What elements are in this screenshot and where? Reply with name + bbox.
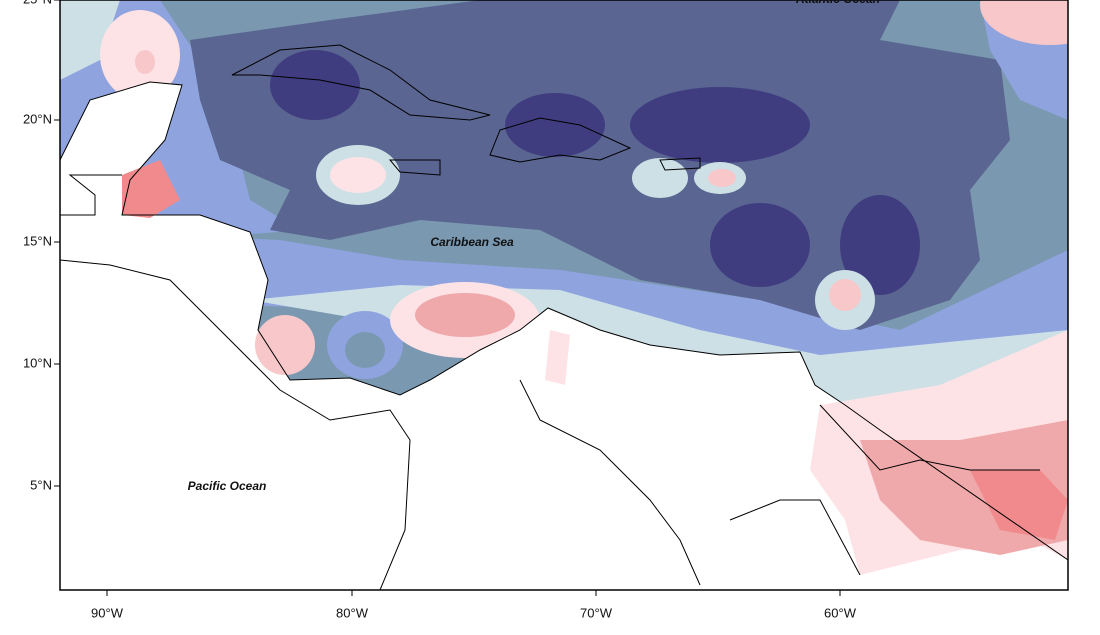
contour	[980, 0, 1068, 45]
contour	[505, 93, 605, 157]
contour	[345, 332, 385, 368]
place-label: Pacific Ocean	[188, 479, 267, 493]
x-tick-label: 80°W	[336, 605, 369, 620]
x-tick-label: 70°W	[580, 605, 613, 620]
contour	[710, 203, 810, 287]
contour	[415, 293, 515, 337]
contour	[630, 87, 810, 163]
coastlines	[60, 44, 1068, 590]
contour	[135, 50, 155, 74]
y-tick-label: 25°N	[23, 0, 52, 6]
contour	[270, 50, 360, 120]
x-tick-label: 60°W	[824, 605, 857, 620]
contour	[970, 470, 1068, 540]
frame	[59, 0, 1069, 591]
contour	[255, 315, 315, 375]
contour	[708, 169, 736, 187]
y-tick-label: 20°N	[23, 111, 52, 126]
contour	[60, 0, 120, 80]
y-tick-label: 10°N	[23, 355, 52, 370]
contour	[840, 195, 920, 295]
contour	[545, 330, 570, 385]
x-tick-label: 90°W	[91, 605, 124, 620]
y-tick-label: 15°N	[23, 233, 52, 248]
place-label: Atlantic Ocean	[795, 0, 880, 6]
contour	[829, 279, 861, 311]
contour	[122, 160, 180, 218]
y-tick-label: 5°N	[30, 477, 52, 492]
contour	[632, 158, 688, 198]
field	[60, 0, 1068, 590]
place-label: Caribbean Sea	[430, 235, 514, 249]
contour	[330, 157, 386, 193]
